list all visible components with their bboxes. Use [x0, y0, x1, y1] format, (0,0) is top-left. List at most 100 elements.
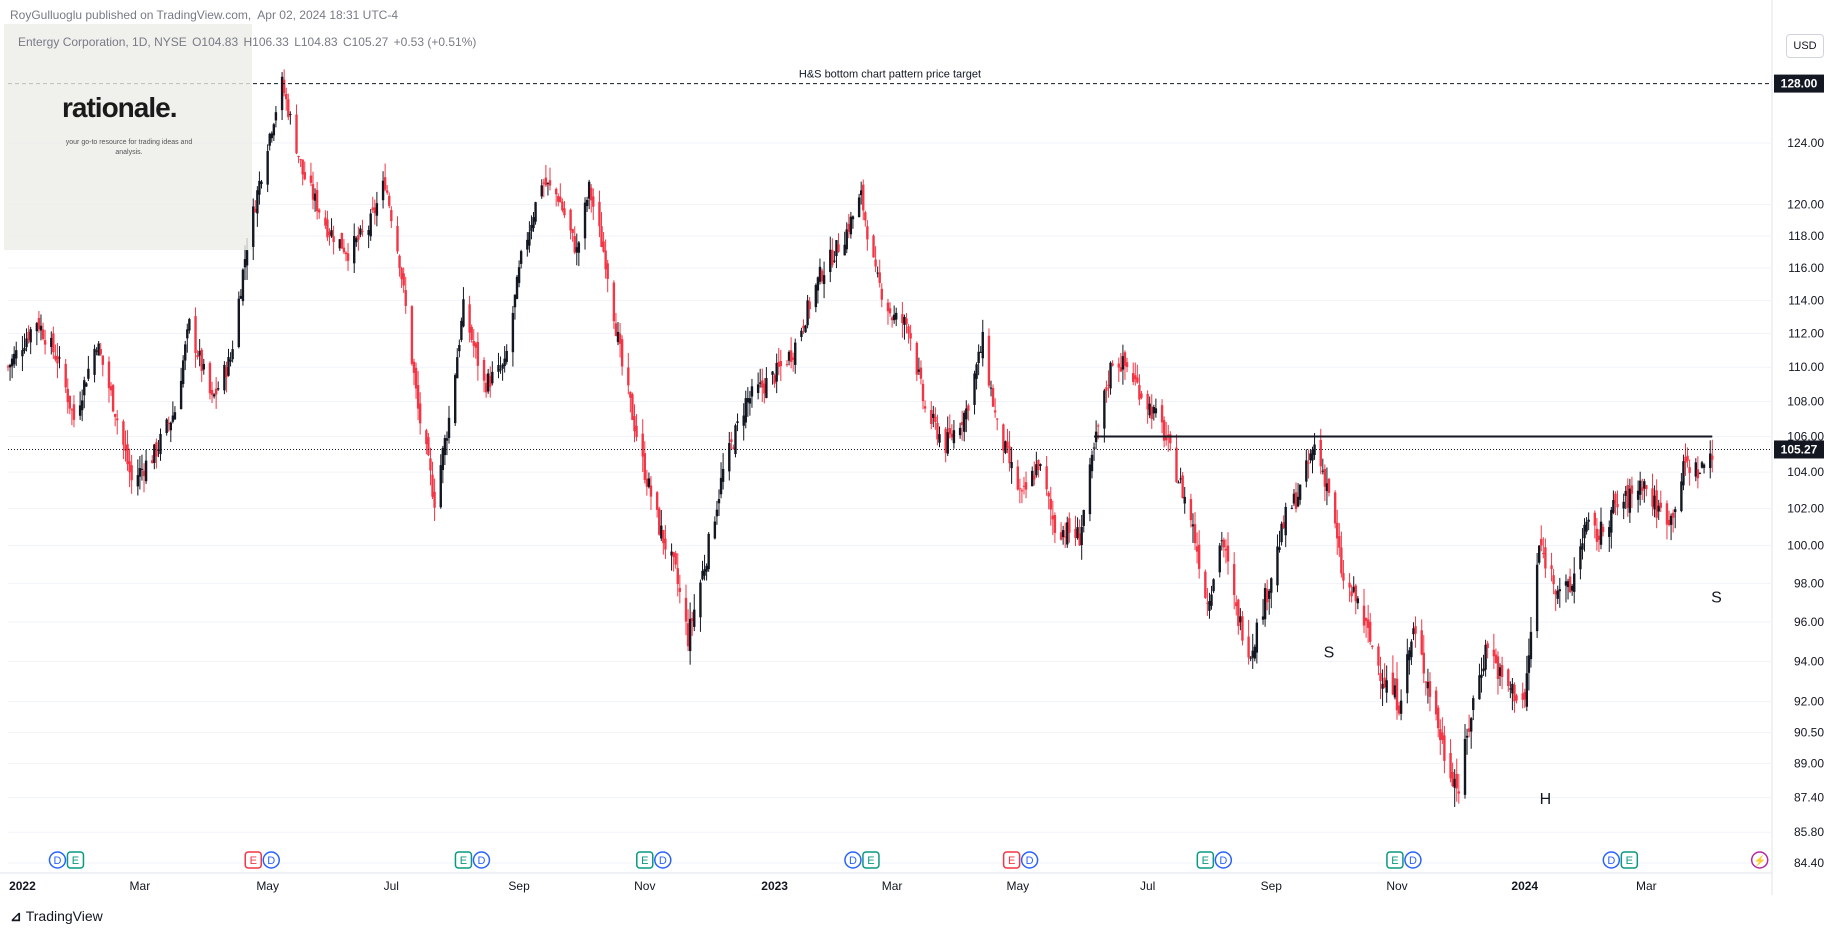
- candle-body: [587, 181, 591, 199]
- candle-body: [1175, 447, 1178, 483]
- candle-body: [1570, 585, 1574, 591]
- candle-body: [43, 340, 47, 345]
- candle-body: [540, 185, 543, 197]
- candle-body: [1105, 387, 1108, 391]
- candle: [188, 317, 191, 334]
- candle-body: [1686, 455, 1689, 461]
- candle: [989, 380, 993, 397]
- candle-body: [1472, 698, 1475, 711]
- candle: [340, 232, 344, 249]
- earnings-icon: [244, 851, 262, 869]
- candle-body: [179, 380, 183, 410]
- candle: [1189, 493, 1193, 528]
- candle: [874, 246, 877, 273]
- candle-body: [107, 361, 111, 389]
- candle-body: [1564, 581, 1568, 586]
- candle: [1587, 512, 1590, 531]
- candle-body: [664, 538, 667, 550]
- candle-body: [806, 300, 809, 326]
- candle-body: [453, 375, 457, 424]
- candle-body: [317, 209, 321, 213]
- candle-body: [460, 320, 463, 340]
- candle: [1183, 486, 1186, 514]
- candle-body: [1467, 728, 1471, 732]
- candle-body: [1616, 503, 1619, 508]
- candle: [864, 210, 867, 227]
- candle-body: [746, 398, 750, 403]
- candle-body: [468, 304, 471, 333]
- candle: [1119, 352, 1123, 372]
- candle-body: [126, 444, 129, 465]
- candle: [212, 393, 216, 399]
- event-badge-label: E: [460, 855, 467, 867]
- candle-body: [1535, 564, 1539, 632]
- candle-body: [1593, 512, 1597, 526]
- candle: [1682, 454, 1685, 491]
- candle: [433, 478, 436, 522]
- candle-body: [1140, 393, 1143, 398]
- candle-body: [1096, 425, 1100, 427]
- candle: [1653, 485, 1656, 518]
- candle: [1321, 458, 1325, 475]
- candle-body: [1235, 602, 1238, 607]
- candle-body: [1410, 641, 1413, 658]
- candle-body: [501, 364, 504, 369]
- candle: [532, 211, 535, 232]
- candle: [87, 355, 90, 382]
- candle-body: [1449, 752, 1452, 779]
- candle-body: [474, 343, 478, 348]
- candle: [1696, 456, 1700, 489]
- candle-body: [1239, 616, 1242, 623]
- candle-body: [124, 444, 127, 451]
- candle-body: [1321, 470, 1325, 472]
- candle: [1599, 507, 1603, 550]
- candle-body: [72, 404, 76, 420]
- candle: [1235, 595, 1238, 616]
- candle: [618, 322, 622, 358]
- candle-body: [967, 405, 970, 411]
- candle: [944, 426, 947, 463]
- candle-body: [1426, 681, 1430, 689]
- y-tick-label: 108.00: [1787, 395, 1824, 409]
- currency-button[interactable]: USD: [1786, 34, 1824, 58]
- candle-body: [1529, 631, 1533, 660]
- candle: [822, 261, 826, 299]
- candle-body: [676, 568, 679, 585]
- candle: [1167, 425, 1170, 452]
- candle-body: [616, 332, 620, 343]
- tradingview-footer: ⊿ TradingView: [10, 908, 103, 925]
- candle-body: [285, 93, 288, 100]
- candle: [818, 258, 822, 285]
- candle: [761, 368, 764, 402]
- candle: [359, 225, 362, 238]
- candle: [80, 389, 84, 422]
- candle: [649, 475, 653, 511]
- candle: [398, 254, 401, 277]
- candle-body: [831, 249, 834, 265]
- candle-body: [936, 422, 939, 440]
- candle-body: [427, 437, 430, 456]
- candle-body: [1556, 590, 1559, 599]
- dividend-icon: [1602, 851, 1621, 869]
- candle: [1616, 490, 1619, 516]
- candle: [1064, 522, 1067, 548]
- candle-body: [52, 333, 55, 353]
- candle: [1651, 473, 1654, 516]
- candle-body: [614, 323, 618, 336]
- candle: [1138, 374, 1141, 406]
- candle-body: [627, 367, 630, 386]
- candle-body: [688, 618, 692, 652]
- candle: [1066, 516, 1069, 548]
- y-tick-label: 92.00: [1794, 695, 1824, 709]
- candle-body: [66, 388, 69, 403]
- candle: [915, 341, 919, 382]
- candle: [1088, 457, 1092, 522]
- x-tick-label: Sep: [508, 879, 530, 893]
- candle: [1568, 568, 1572, 594]
- candle: [1338, 523, 1341, 557]
- candle-body: [693, 609, 696, 627]
- candle-body: [1523, 692, 1526, 700]
- candle-body: [1268, 590, 1271, 599]
- candle: [167, 416, 170, 432]
